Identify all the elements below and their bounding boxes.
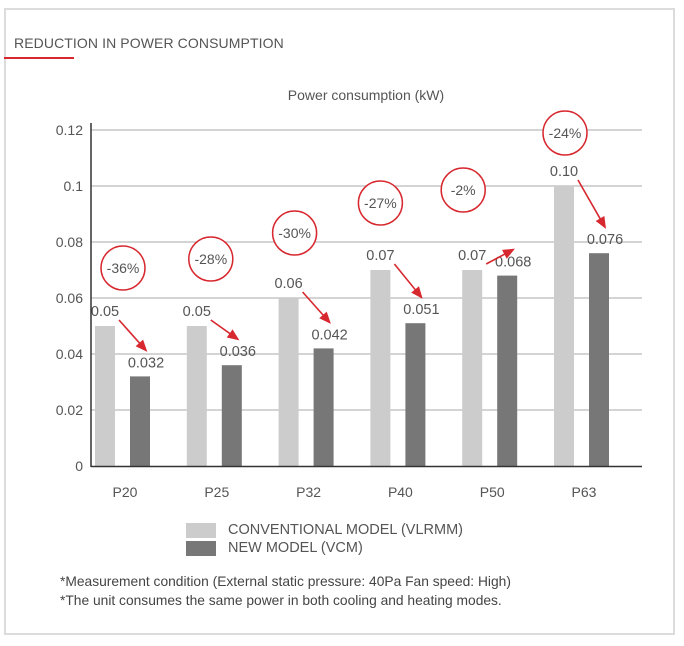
data-label-new: 0.036 [220, 344, 256, 360]
data-label-new: 0.042 [311, 327, 347, 343]
section-title: REDUCTION IN POWER CONSUMPTION [14, 35, 284, 51]
y-tick-label: 0.02 [56, 402, 83, 418]
reduction-badge [100, 245, 146, 291]
reduction-percent: -30% [278, 225, 311, 241]
x-tick-label: P25 [204, 484, 229, 500]
arrowhead-icon [319, 311, 331, 324]
reduction-badge [188, 236, 234, 282]
reduction-badge [357, 180, 404, 226]
data-label-conventional: 0.10 [550, 164, 578, 180]
legend-swatch-new [186, 540, 216, 556]
x-tick-label: P63 [572, 484, 597, 500]
data-label-new: 0.068 [495, 255, 531, 271]
bar-conventional [278, 298, 299, 466]
arrowhead-icon [595, 216, 606, 229]
reduction-badge [271, 210, 318, 256]
x-tick-label: P20 [113, 484, 138, 500]
bar-conventional [95, 326, 115, 466]
legend-swatch-conventional [186, 522, 216, 538]
data-labels: 0.05 0.032 0.05 0.036 0.06 0.042 0.07 0.051 0.07… [91, 164, 623, 371]
y-tick-label: 0.04 [56, 346, 83, 362]
arrowhead-icon [411, 286, 423, 299]
data-label-conventional: 0.07 [366, 248, 394, 264]
y-tick-label: 0.12 [56, 122, 83, 138]
arrowhead-icon [135, 339, 148, 352]
bar-new [405, 323, 426, 466]
x-tick-label: P40 [388, 484, 413, 500]
y-tick-label: 0.06 [56, 290, 83, 306]
reduction-percent: -27% [364, 195, 397, 211]
arrowhead-icon [502, 248, 515, 259]
footnote-modes: *The unit consumes the same power in bot… [60, 593, 502, 608]
y-axis-ticks: 0 0.02 0.04 0.06 0.08 0.1 0.12 [56, 122, 83, 474]
data-label-new: 0.032 [128, 355, 164, 371]
x-axis-ticks: P20 P25 P32 P40 P50 P63 [113, 484, 597, 500]
footnote-measurement: *Measurement condition (External static … [60, 574, 511, 589]
reduction-percent: -2% [451, 182, 476, 198]
bar-conventional [554, 186, 574, 466]
bar-conventional [186, 326, 207, 466]
y-tick-label: 0.1 [64, 178, 84, 194]
data-label-new: 0.076 [587, 232, 623, 248]
y-tick-label: 0 [75, 458, 83, 474]
bar-new [589, 253, 609, 466]
reduction-badge [542, 110, 588, 156]
legend-label: CONVENTIONAL MODEL (VLRMM) [228, 522, 463, 538]
legend-item-conventional: CONVENTIONAL MODEL (VLRMM) [186, 521, 463, 539]
bar-new [130, 376, 150, 466]
reduction-percent: -24% [549, 125, 582, 141]
bar-conventional [462, 270, 483, 466]
legend-item-new: NEW MODEL (VCM) [186, 539, 463, 557]
data-label-conventional: 0.05 [183, 304, 211, 320]
y-tick-label: 0.08 [56, 234, 83, 250]
bar-conventional [370, 270, 391, 466]
arrowhead-icon [226, 329, 240, 341]
reduction-badge [440, 167, 486, 213]
x-tick-label: P32 [296, 484, 321, 500]
bar-new [497, 275, 518, 466]
title-underline [4, 57, 74, 59]
legend: CONVENTIONAL MODEL (VLRMM) NEW MODEL (VC… [186, 521, 463, 557]
bar-new [221, 365, 242, 466]
legend-label: NEW MODEL (VCM) [228, 540, 363, 556]
footnotes: *Measurement condition (External static … [60, 572, 511, 610]
data-label-conventional: 0.05 [91, 304, 119, 320]
chart-title: Power consumption (kW) [288, 87, 444, 103]
x-tick-label: P50 [480, 484, 505, 500]
reduction-annotations: -36% -28% -30% -27% -2% -24% [100, 110, 606, 352]
data-label-new: 0.051 [403, 302, 439, 318]
reduction-percent: -28% [194, 251, 227, 267]
data-label-conventional: 0.06 [274, 276, 302, 292]
reduction-percent: -36% [107, 260, 140, 276]
data-label-conventional: 0.07 [458, 248, 486, 264]
bar-new [313, 348, 334, 466]
bars [95, 186, 609, 466]
